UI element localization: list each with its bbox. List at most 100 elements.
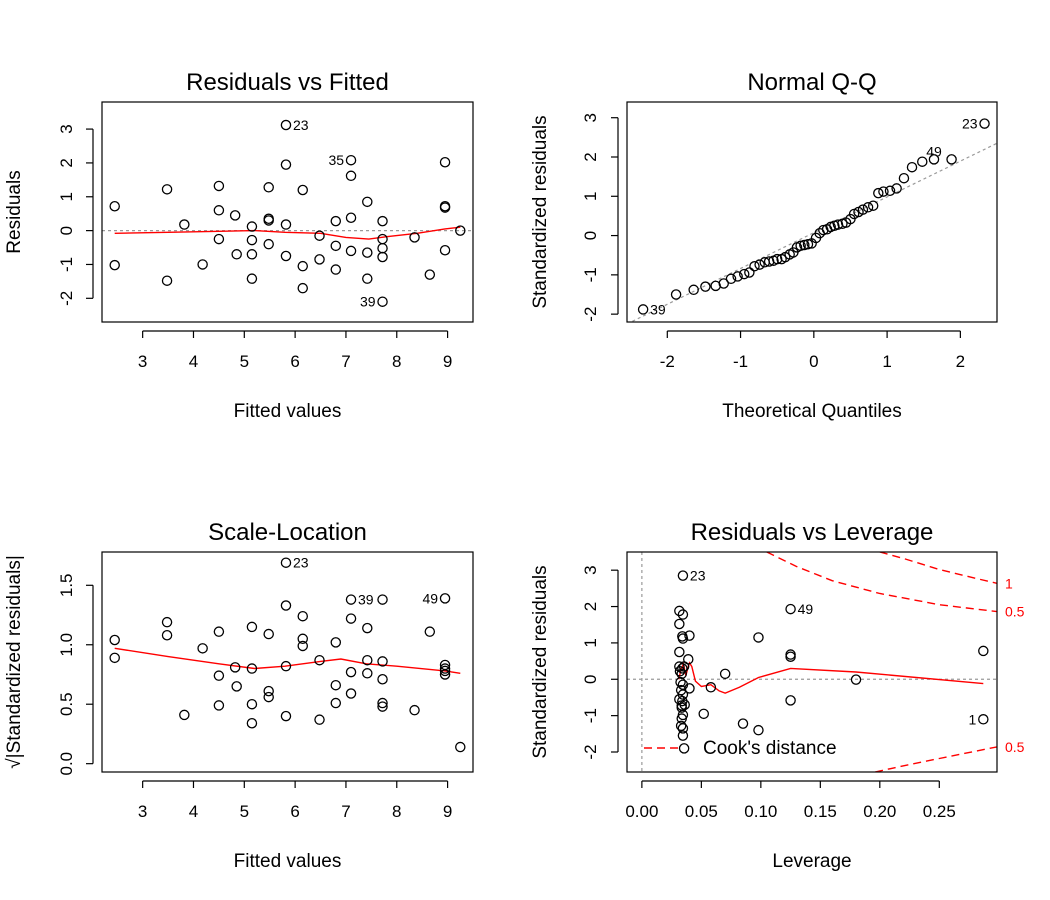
data-point <box>280 159 292 170</box>
data-point <box>439 593 451 604</box>
data-point <box>700 281 711 292</box>
data-point <box>891 183 902 194</box>
data-point <box>424 269 436 280</box>
x-tick-label: 5 <box>240 802 249 821</box>
plot-area <box>627 552 997 772</box>
data-point <box>738 268 750 280</box>
data-point <box>978 714 989 725</box>
data-point <box>345 154 357 166</box>
data-point <box>737 718 749 729</box>
data-point <box>362 247 373 258</box>
point-label: 39 <box>650 301 666 317</box>
data-point <box>345 688 357 699</box>
data-point <box>674 661 685 672</box>
data-point <box>850 674 862 685</box>
data-point <box>377 594 388 605</box>
data-point <box>753 724 764 736</box>
x-tick-label: 9 <box>443 802 452 821</box>
data-point <box>409 704 420 716</box>
data-point <box>213 700 225 711</box>
data-point <box>213 626 225 637</box>
x-tick-label: 0.20 <box>863 802 896 821</box>
data-point <box>867 200 879 211</box>
data-point <box>297 260 308 272</box>
data-point <box>785 603 796 615</box>
data-point <box>161 184 173 195</box>
x-tick-label: 0.25 <box>923 802 956 821</box>
point-label: 39 <box>360 294 376 310</box>
data-point <box>161 616 173 628</box>
data-point <box>377 701 388 712</box>
x-axis-label: Leverage <box>772 851 851 872</box>
data-point <box>678 743 690 754</box>
data-point <box>857 204 869 215</box>
contour-label: 1 <box>1005 575 1013 591</box>
data-point <box>330 697 342 709</box>
data-point <box>231 249 242 260</box>
data-point <box>109 634 120 646</box>
data-point <box>161 275 173 286</box>
data-point <box>732 271 743 282</box>
data-point <box>161 629 173 641</box>
plot-area <box>102 119 473 307</box>
x-axis-label: Theoretical Quantiles <box>722 401 902 422</box>
data-point <box>862 202 874 213</box>
data-point <box>439 244 451 256</box>
x-tick-label: 8 <box>392 802 401 821</box>
data-point <box>345 170 357 182</box>
data-point <box>674 666 686 677</box>
point-label: 49 <box>422 590 438 606</box>
data-point <box>749 260 760 272</box>
data-point <box>297 633 308 645</box>
data-point <box>297 640 308 652</box>
point-label: 49 <box>798 601 814 617</box>
data-point <box>674 618 685 630</box>
x-tick-label: -1 <box>733 352 748 371</box>
data-point <box>213 233 225 245</box>
data-point <box>873 187 884 199</box>
data-point <box>785 649 796 660</box>
panel-3: Scale-Location Fitted values √|Standardize… <box>4 519 474 872</box>
y-axis-label: Standardized residuals <box>530 565 551 758</box>
y-tick-label: -2 <box>581 744 600 759</box>
panel-4: Residuals vs Leverage Leverage Standardize… <box>530 519 1025 872</box>
panel-title: Normal Q-Q <box>747 69 876 96</box>
point-label: 23 <box>962 116 978 132</box>
data-point <box>753 632 764 643</box>
data-point <box>263 215 274 226</box>
x-tick-label: 9 <box>443 352 452 371</box>
data-point <box>917 156 928 167</box>
data-point <box>280 219 292 230</box>
data-point <box>676 702 687 713</box>
data-point <box>725 273 737 285</box>
data-point <box>898 172 910 184</box>
data-point <box>197 643 208 654</box>
x-tick-label: 6 <box>290 352 299 371</box>
data-point <box>179 709 190 721</box>
y-axis-label: Residuals <box>4 170 25 253</box>
data-point <box>677 730 689 741</box>
data-point <box>362 654 373 666</box>
data-point <box>109 200 120 212</box>
data-point <box>246 234 258 246</box>
data-point <box>377 242 388 254</box>
data-point <box>297 610 308 622</box>
x-tick-label: 0.00 <box>625 802 658 821</box>
data-point <box>832 219 844 230</box>
data-point <box>213 180 225 192</box>
panel-title: Scale-Location <box>208 519 367 546</box>
data-point <box>314 654 325 666</box>
x-tick-label: 8 <box>392 352 401 371</box>
data-point <box>675 720 687 732</box>
y-tick-label: 1.0 <box>57 633 76 657</box>
cooks-distance-contour-0-5 <box>874 746 997 772</box>
data-point <box>362 668 373 679</box>
x-tick-label: 5 <box>240 352 249 371</box>
data-point <box>754 259 765 270</box>
data-point <box>280 660 292 672</box>
data-point <box>455 225 466 236</box>
data-point <box>362 273 373 284</box>
data-point <box>345 245 357 257</box>
data-point <box>330 637 342 648</box>
y-tick-label: 0 <box>581 675 600 684</box>
